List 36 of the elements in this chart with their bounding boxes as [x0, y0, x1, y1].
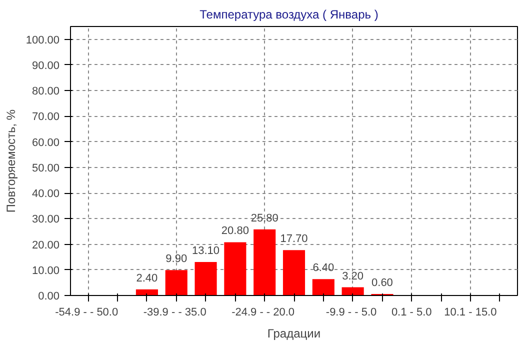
data-label: 20.80	[221, 225, 249, 238]
y-axis-title: Повторяемость, %	[4, 109, 18, 213]
y-tick-label: 60.00	[32, 136, 60, 149]
data-label: 17.70	[280, 233, 308, 246]
bar	[194, 262, 217, 296]
bar	[254, 229, 276, 296]
x-tick-label: -54.9 - - 50.0	[55, 306, 118, 318]
data-label: 3.20	[342, 270, 364, 282]
x-tick-label: -24.9 - - 20.0	[232, 306, 295, 318]
data-label: 2.40	[136, 272, 158, 284]
bar	[282, 250, 306, 296]
y-tick-label: 40.00	[32, 188, 60, 200]
data-label: 13.10	[192, 244, 220, 257]
y-tick-label: 50.00	[32, 162, 60, 174]
x-tick-label: -9.9 - - 5.0	[326, 306, 377, 318]
y-tick-label: 90.00	[32, 60, 60, 72]
y-tick-label: 20.00	[32, 239, 60, 252]
bar	[312, 279, 334, 296]
data-label: 6.40	[312, 262, 334, 274]
y-tick-label: 80.00	[32, 86, 60, 98]
y-tick-label: 0.00	[38, 290, 60, 302]
x-axis-title: Градации	[267, 326, 321, 340]
bar	[342, 287, 364, 296]
y-tick-label: 30.00	[32, 214, 60, 226]
chart-title: Температура воздуха ( Январь )	[200, 8, 378, 22]
bar	[224, 242, 246, 296]
data-label: 0.60	[372, 276, 393, 289]
data-label: 25.80	[250, 212, 278, 224]
x-tick-label: 10.1 - 15.0	[444, 306, 497, 318]
x-tick-label: 0.1 - 5.0	[391, 306, 432, 318]
y-tick-label: 70.00	[32, 111, 60, 124]
x-tick-label: -39.9 - - 35.0	[143, 306, 206, 318]
bar	[165, 270, 188, 296]
y-tick-label: 100.00	[26, 34, 60, 46]
data-label: 9.90	[166, 253, 188, 266]
y-tick-label: 10.00	[32, 264, 60, 277]
